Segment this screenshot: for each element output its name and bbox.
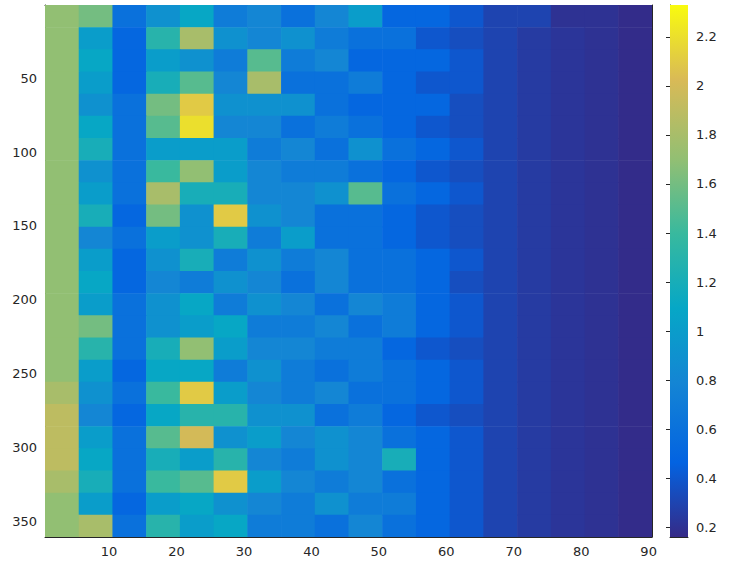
svg-text:50: 50 (20, 71, 37, 86)
svg-text:200: 200 (12, 292, 37, 307)
svg-text:150: 150 (12, 218, 37, 233)
svg-text:350: 350 (12, 514, 37, 529)
svg-text:1.8: 1.8 (696, 127, 717, 142)
svg-text:1: 1 (696, 324, 704, 339)
svg-text:1.6: 1.6 (696, 176, 717, 191)
svg-text:0.2: 0.2 (696, 520, 717, 535)
svg-text:90: 90 (640, 544, 657, 559)
svg-text:1.2: 1.2 (696, 275, 717, 290)
svg-text:0.6: 0.6 (696, 422, 717, 437)
svg-text:40: 40 (303, 544, 320, 559)
svg-text:300: 300 (12, 440, 37, 455)
svg-text:80: 80 (573, 544, 590, 559)
svg-text:50: 50 (371, 544, 388, 559)
svg-text:10: 10 (101, 544, 118, 559)
svg-text:2: 2 (696, 78, 704, 93)
svg-text:100: 100 (12, 145, 37, 160)
svg-text:2.2: 2.2 (696, 29, 717, 44)
svg-text:250: 250 (12, 366, 37, 381)
svg-text:30: 30 (236, 544, 253, 559)
svg-text:20: 20 (168, 544, 185, 559)
svg-text:70: 70 (505, 544, 522, 559)
svg-text:1.4: 1.4 (696, 226, 717, 241)
svg-text:0.8: 0.8 (696, 373, 717, 388)
svg-text:60: 60 (438, 544, 455, 559)
svg-text:0.4: 0.4 (696, 471, 717, 486)
